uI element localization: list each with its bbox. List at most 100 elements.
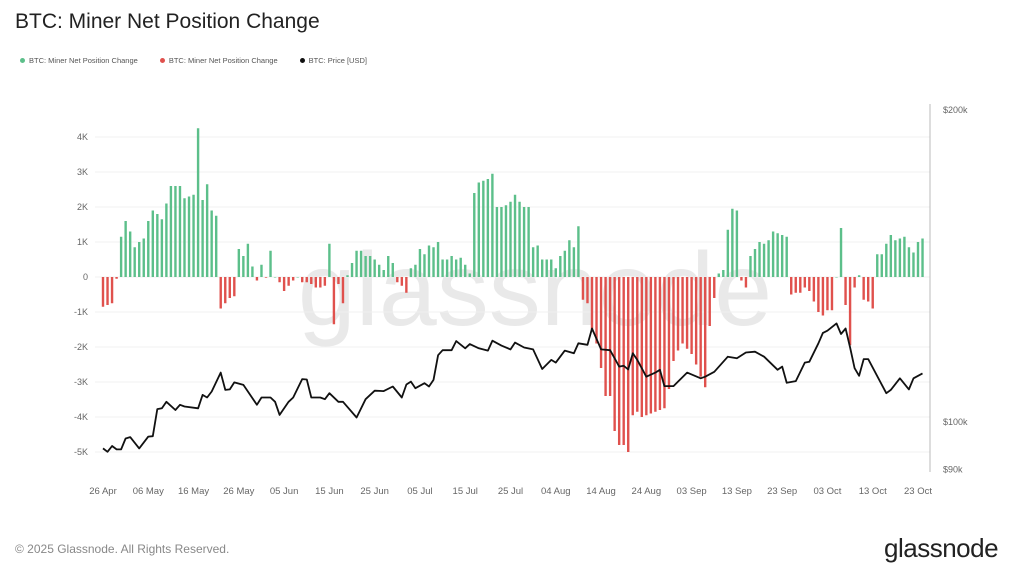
bar-positive bbox=[912, 252, 915, 277]
legend: BTC: Miner Net Position Change BTC: Mine… bbox=[20, 56, 367, 65]
bar-positive bbox=[545, 259, 548, 277]
bar-positive bbox=[753, 249, 757, 277]
bar-positive bbox=[409, 268, 413, 277]
bar-negative bbox=[654, 277, 657, 412]
bar-negative bbox=[703, 277, 707, 388]
bar-positive bbox=[531, 247, 535, 277]
x-tick-label: 25 Jun bbox=[360, 486, 389, 497]
right-axis: $200k $100k $90k bbox=[943, 105, 968, 474]
bar-negative bbox=[595, 277, 598, 344]
bar-positive bbox=[147, 221, 150, 277]
bar-positive bbox=[251, 266, 254, 277]
bar-positive bbox=[377, 264, 381, 277]
bar-negative bbox=[799, 277, 802, 293]
bar-positive bbox=[355, 250, 358, 277]
bar-negative bbox=[101, 277, 105, 307]
bar-positive bbox=[771, 231, 775, 277]
bar-negative bbox=[690, 277, 693, 354]
bar-positive bbox=[269, 250, 272, 277]
bar-negative bbox=[694, 277, 698, 365]
bar-positive bbox=[196, 128, 200, 277]
bar-negative bbox=[790, 277, 793, 295]
bar-positive bbox=[450, 256, 453, 277]
bar-negative bbox=[812, 277, 816, 302]
y-tick-label: 1K bbox=[77, 237, 88, 247]
bar-positive bbox=[509, 201, 512, 277]
x-axis: 26 Apr 06 May 16 May 26 May 05 Jun 15 Jun 25 J… bbox=[89, 486, 932, 497]
bar-positive bbox=[237, 249, 241, 277]
bar-positive bbox=[350, 263, 354, 277]
red-dot-icon bbox=[159, 58, 165, 63]
legend-item-price[interactable]: BTC: Price [USD] bbox=[299, 56, 367, 65]
bar-positive bbox=[328, 243, 331, 277]
bar-negative bbox=[663, 277, 666, 409]
x-tick-label: 16 May bbox=[178, 486, 209, 497]
bar-negative bbox=[627, 277, 630, 452]
bar-positive bbox=[423, 254, 426, 277]
bar-positive bbox=[160, 219, 164, 277]
y-tick-label: -2K bbox=[74, 342, 88, 352]
bar-positive bbox=[563, 250, 567, 277]
bar-positive bbox=[500, 207, 503, 277]
bar-positive bbox=[418, 249, 422, 277]
bar-negative bbox=[581, 277, 585, 300]
bar-negative bbox=[586, 277, 589, 304]
bar-positive bbox=[491, 173, 494, 277]
legend-item-positive[interactable]: BTC: Miner Net Position Change bbox=[20, 56, 138, 65]
x-tick-label: 03 Sep bbox=[677, 486, 707, 497]
bar-positive bbox=[296, 277, 299, 278]
y-tick-label: 3K bbox=[77, 167, 88, 177]
bar-positive bbox=[414, 264, 417, 277]
x-tick-label: 25 Jul bbox=[498, 486, 523, 497]
bar-positive bbox=[572, 247, 576, 277]
bar-positive bbox=[876, 254, 879, 277]
bar-negative bbox=[291, 277, 295, 281]
bar-positive bbox=[464, 264, 467, 277]
legend-item-negative[interactable]: BTC: Miner Net Position Change bbox=[159, 56, 278, 65]
bar-negative bbox=[310, 277, 313, 284]
bar-positive bbox=[436, 242, 440, 277]
y2-tick-label: $100k bbox=[943, 417, 968, 427]
bar-positive bbox=[427, 245, 431, 277]
bar-negative bbox=[866, 277, 870, 302]
bar-negative bbox=[323, 277, 327, 286]
bar-positive bbox=[839, 228, 843, 277]
glassnode-logo[interactable]: glassnode bbox=[884, 533, 999, 563]
bar-positive bbox=[776, 233, 779, 277]
bar-negative bbox=[803, 277, 807, 288]
bar-negative bbox=[305, 277, 308, 283]
y-tick-label: 0 bbox=[83, 272, 88, 282]
x-tick-label: 24 Aug bbox=[632, 486, 662, 497]
copyright-footer: © 2025 Glassnode. All Rights Reserved. bbox=[15, 542, 230, 556]
bar-positive bbox=[880, 254, 883, 277]
bar-negative bbox=[649, 277, 653, 414]
legend-label: BTC: Price [USD] bbox=[308, 56, 367, 65]
bar-positive bbox=[726, 229, 730, 277]
bar-negative bbox=[830, 277, 834, 311]
bar-positive bbox=[178, 186, 182, 277]
bar-negative bbox=[871, 277, 874, 309]
bar-positive bbox=[916, 242, 920, 277]
bar-positive bbox=[165, 203, 168, 277]
bar-positive bbox=[242, 256, 245, 277]
bar-negative bbox=[314, 277, 318, 288]
bar-positive bbox=[522, 207, 526, 277]
bar-negative bbox=[613, 277, 616, 431]
bar-positive bbox=[391, 263, 394, 277]
bar-positive bbox=[477, 182, 481, 277]
bar-negative bbox=[808, 277, 811, 291]
bar-positive bbox=[346, 275, 349, 277]
y2-tick-label: $200k bbox=[943, 105, 968, 115]
bar-positive bbox=[857, 275, 861, 277]
bar-positive bbox=[767, 240, 770, 277]
y2-tick-label: $90k bbox=[943, 464, 963, 474]
bar-negative bbox=[640, 277, 644, 417]
bar-positive bbox=[717, 273, 720, 277]
bar-positive bbox=[201, 200, 204, 277]
bar-positive bbox=[762, 243, 766, 277]
bar-positive bbox=[142, 238, 145, 277]
bar-negative bbox=[681, 277, 684, 344]
bar-negative bbox=[115, 277, 118, 279]
bar-positive bbox=[550, 259, 553, 277]
bar-positive bbox=[785, 236, 788, 277]
